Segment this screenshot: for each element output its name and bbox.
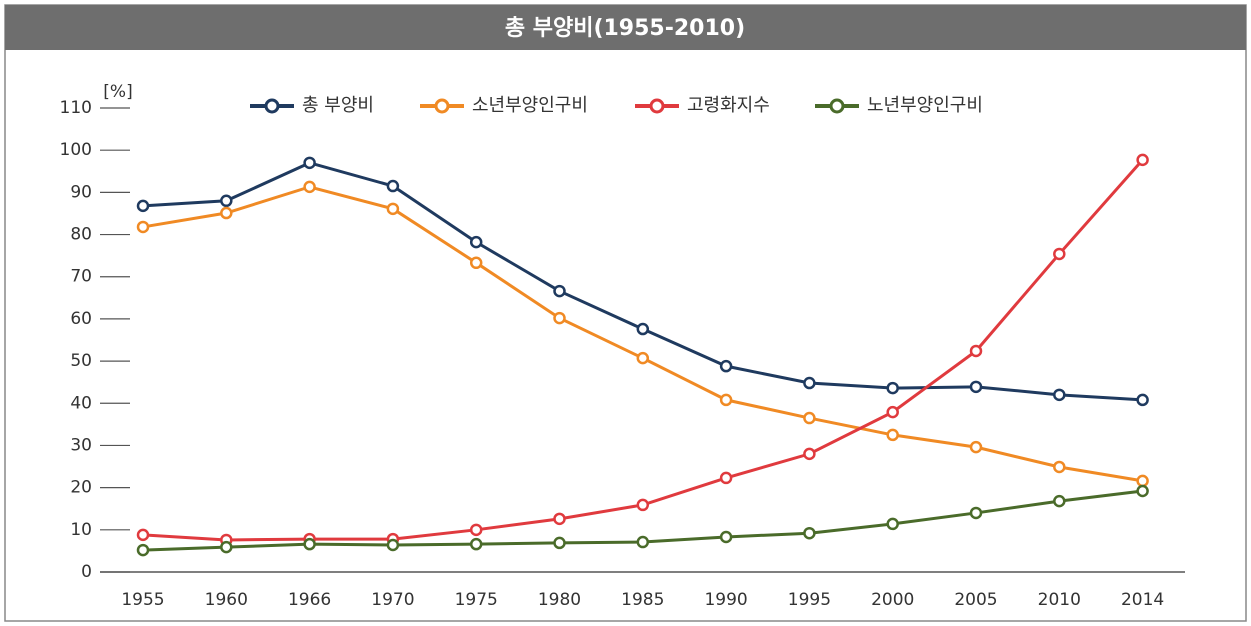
x-tick-label: 1975 [455, 590, 498, 610]
point [555, 538, 565, 548]
y-tick-label: 60 [70, 309, 92, 329]
point [721, 473, 731, 483]
point [804, 378, 814, 388]
point [888, 519, 898, 529]
point [721, 361, 731, 371]
point [305, 182, 315, 192]
x-tick-label: 1980 [538, 590, 581, 610]
point [138, 201, 148, 211]
legend-marker [651, 100, 663, 112]
point [1054, 462, 1064, 472]
point [1138, 155, 1148, 165]
point [638, 537, 648, 547]
chart: 총 부양비(1955-2010) [%] 0 10 20 30 40 50 60 70 80 90… [0, 0, 1251, 622]
point [804, 528, 814, 538]
point [388, 204, 398, 214]
point [221, 542, 231, 552]
point [138, 530, 148, 540]
y-tick-label: 20 [70, 478, 92, 498]
point [971, 508, 981, 518]
point [138, 222, 148, 232]
x-tick-label: 2005 [954, 590, 997, 610]
point [221, 208, 231, 218]
legend-label: 고령화지수 [687, 95, 770, 116]
y-tick-label: 70 [70, 267, 92, 287]
x-tick-label: 1985 [621, 590, 664, 610]
y-tick-label: 0 [81, 562, 92, 582]
y-tick-label: 50 [70, 351, 92, 371]
point [721, 395, 731, 405]
y-tick-label: 80 [70, 225, 92, 245]
point [388, 540, 398, 550]
point [555, 286, 565, 296]
point [1054, 390, 1064, 400]
x-tick-label: 1995 [788, 590, 831, 610]
x-tick-label: 2014 [1121, 590, 1164, 610]
chart-title: 총 부양비(1955-2010) [505, 16, 745, 41]
legend-marker [266, 100, 278, 112]
point [471, 237, 481, 247]
y-tick-label: 30 [70, 435, 92, 455]
point [555, 514, 565, 524]
point [471, 539, 481, 549]
point [1138, 395, 1148, 405]
y-tick-label: 40 [70, 393, 92, 413]
point [804, 449, 814, 459]
legend-marker [831, 100, 843, 112]
y-unit: [%] [103, 82, 132, 102]
point [305, 539, 315, 549]
point [305, 158, 315, 168]
point [138, 545, 148, 555]
y-tick-label: 10 [70, 520, 92, 540]
point [804, 413, 814, 423]
point [971, 346, 981, 356]
x-tick-label: 1960 [205, 590, 248, 610]
x-tick-label: 1955 [121, 590, 164, 610]
legend-marker [436, 100, 448, 112]
series-line [143, 160, 1143, 540]
point [638, 324, 648, 334]
x-tick-label: 1966 [288, 590, 331, 610]
x-tick-label: 2000 [871, 590, 914, 610]
legend-label: 소년부양인구비 [472, 95, 588, 116]
point [471, 525, 481, 535]
point [471, 258, 481, 268]
point [971, 442, 981, 452]
point [555, 313, 565, 323]
point [1054, 249, 1064, 259]
point [721, 532, 731, 542]
x-tick-label: 1990 [704, 590, 747, 610]
frame [5, 5, 1246, 621]
point [1138, 486, 1148, 496]
y-tick-label: 110 [60, 98, 92, 118]
y-tick-label: 100 [60, 140, 92, 160]
point [1054, 496, 1064, 506]
point [888, 430, 898, 440]
point [1138, 476, 1148, 486]
legend-label: 노년부양인구비 [867, 95, 983, 116]
point [221, 196, 231, 206]
point [888, 383, 898, 393]
point [971, 382, 981, 392]
point [388, 181, 398, 191]
x-tick-label: 1970 [371, 590, 414, 610]
legend-label: 총 부양비 [302, 95, 374, 116]
y-tick-label: 90 [70, 182, 92, 202]
point [638, 353, 648, 363]
x-tick-label: 2010 [1038, 590, 1081, 610]
point [638, 500, 648, 510]
point [888, 407, 898, 417]
